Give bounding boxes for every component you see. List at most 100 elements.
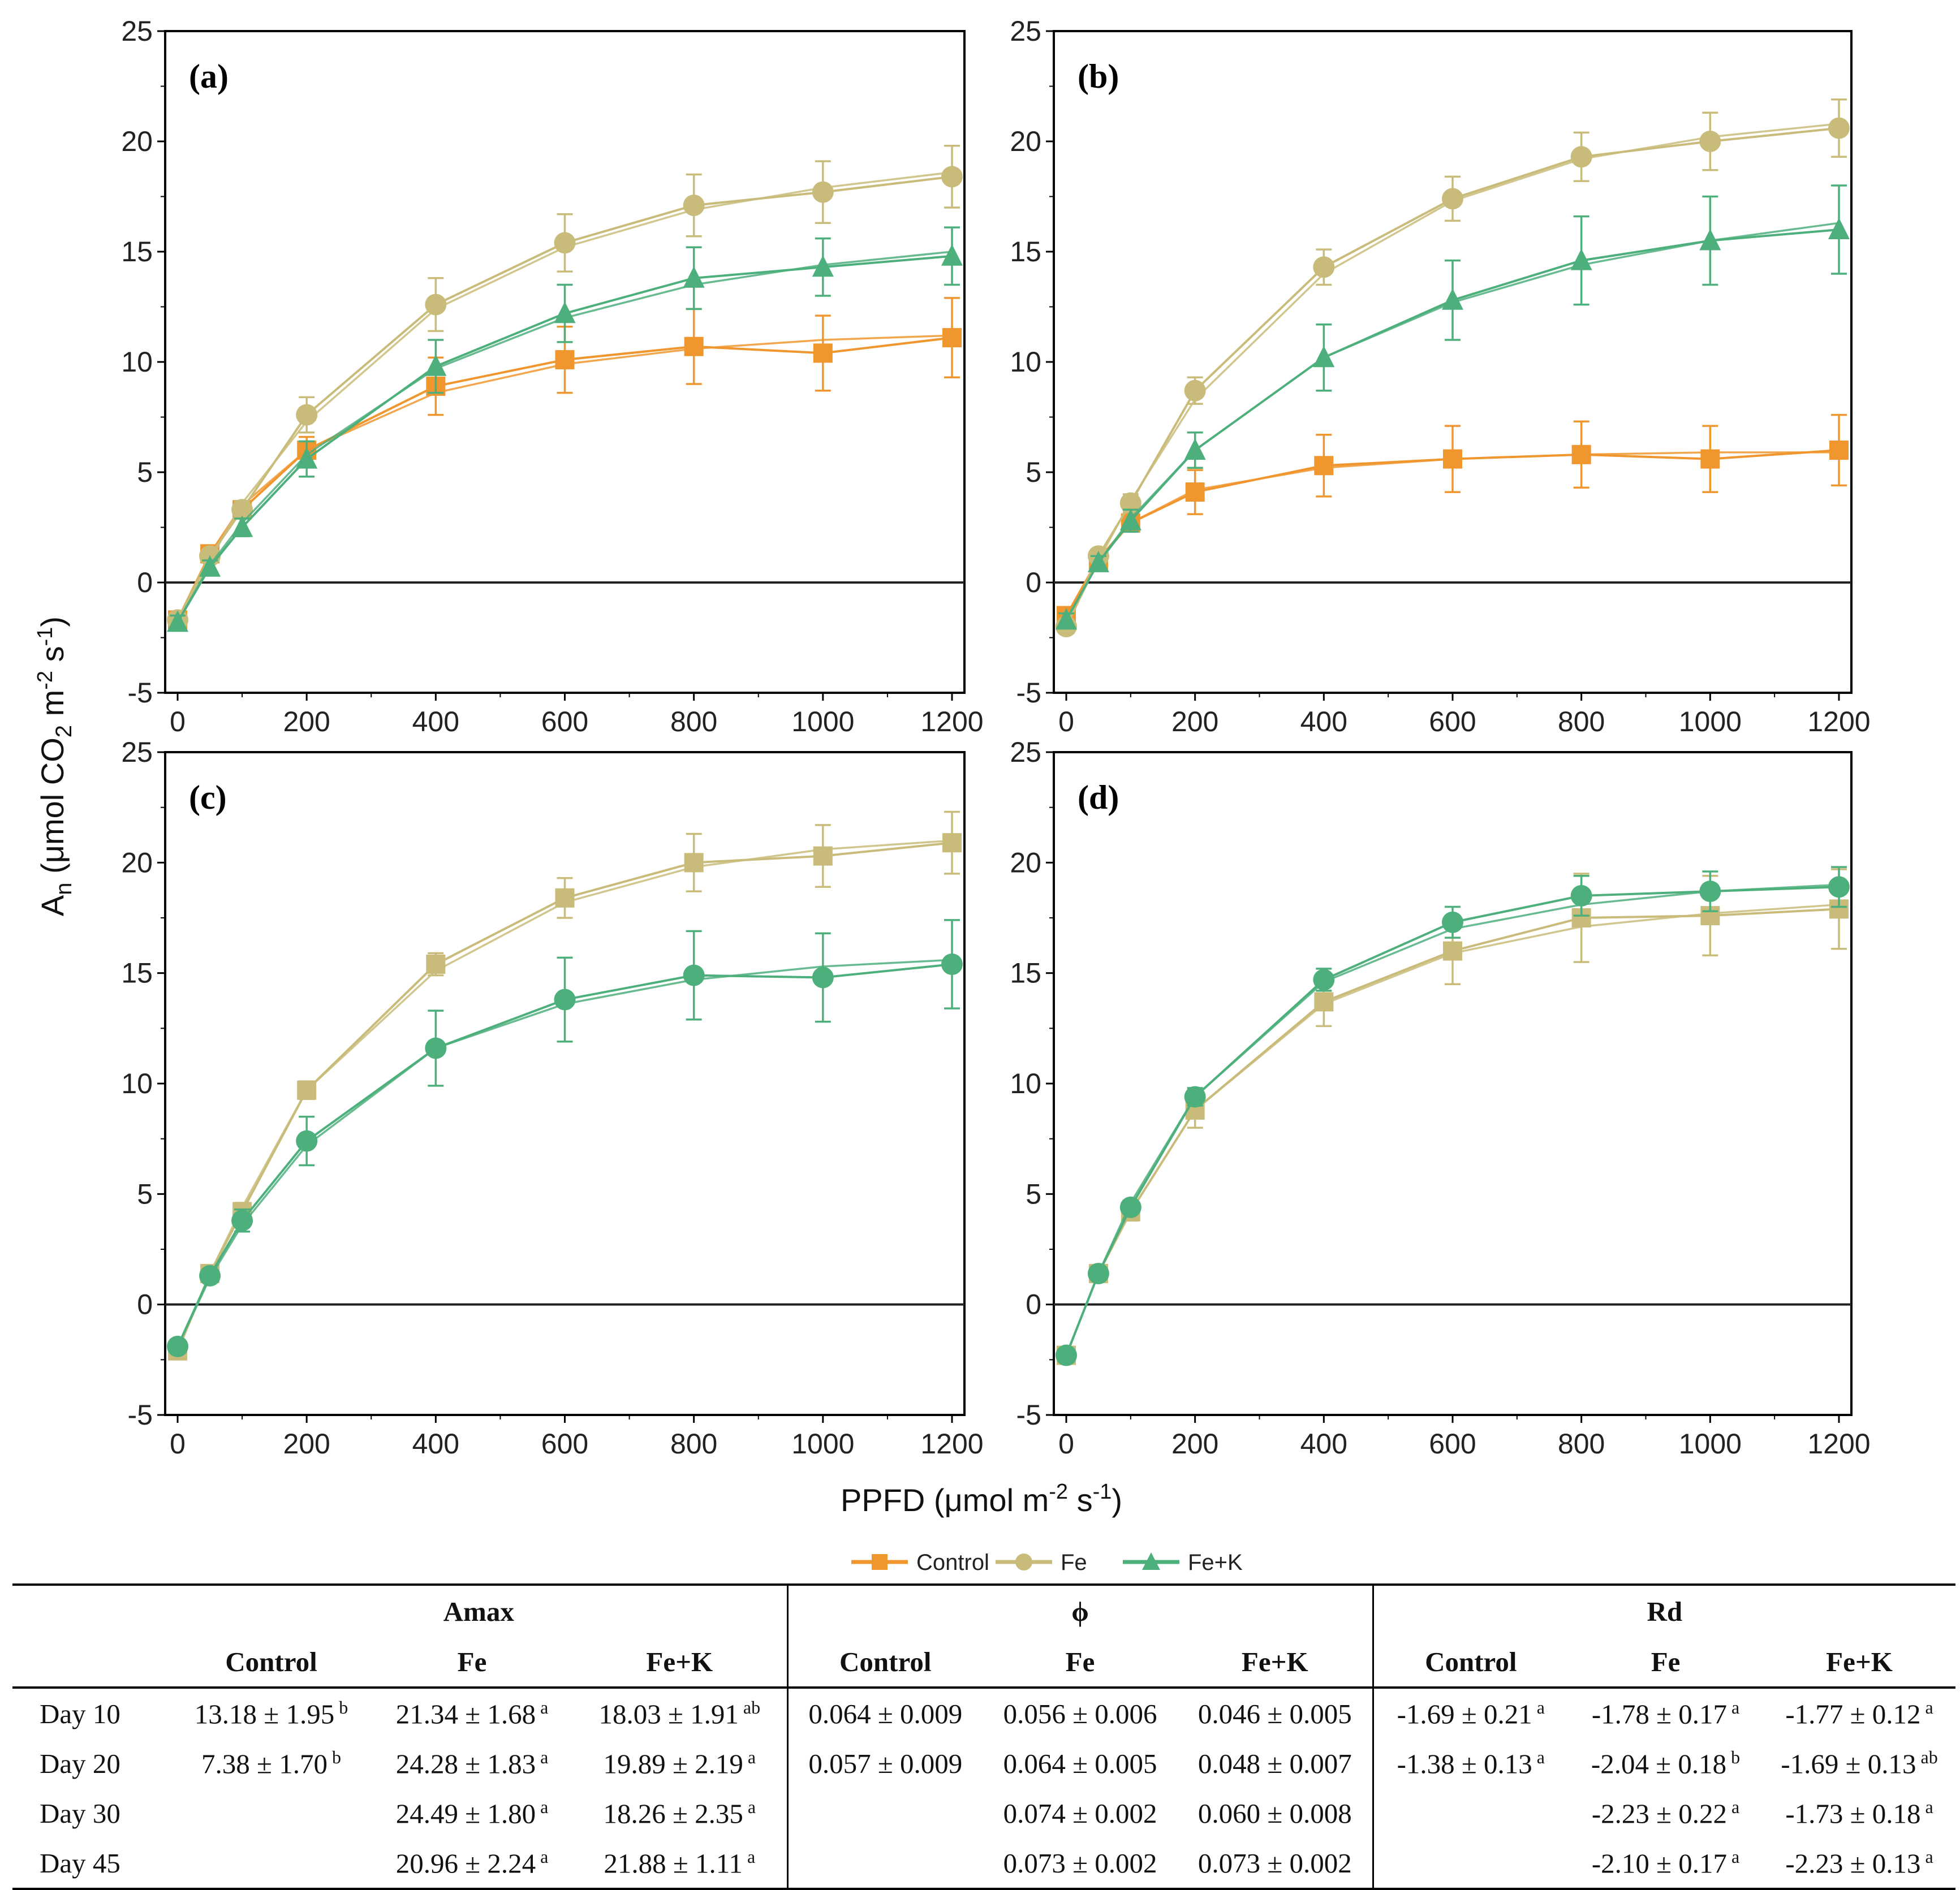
legend-swatch-marker — [872, 1554, 888, 1570]
x-tick-label: 400 — [412, 1428, 459, 1460]
row-label: Day 45 — [40, 1847, 120, 1879]
data-point — [1699, 131, 1721, 152]
legend-item-fe-k: Fe+K — [1123, 1550, 1243, 1575]
table-cell: -1.78 ± 0.17 a — [1591, 1697, 1740, 1730]
table-cell: 20.96 ± 2.24 a — [395, 1846, 549, 1879]
data-point — [812, 966, 834, 989]
data-point — [941, 244, 963, 266]
series-fe-k — [1056, 184, 1850, 630]
panel-label: (a) — [189, 58, 229, 95]
x-tick-label: 600 — [1429, 1428, 1476, 1460]
y-tick-label: -5 — [128, 677, 153, 709]
y-tick-label: 0 — [137, 567, 153, 598]
x-tick-label: 200 — [1171, 706, 1218, 737]
x-tick-label: 200 — [283, 706, 330, 737]
legend-item-fe: Fe — [996, 1550, 1087, 1575]
series-control — [168, 297, 962, 630]
y-tick-label: 15 — [121, 236, 153, 267]
x-tick-label: 0 — [1058, 706, 1074, 737]
y-tick-label: 10 — [1010, 1068, 1041, 1099]
data-point — [554, 301, 576, 323]
data-point — [1700, 449, 1720, 469]
series-fe — [168, 810, 962, 1361]
data-point — [1313, 346, 1335, 368]
y-tick-label: 0 — [1026, 567, 1041, 598]
data-point — [812, 255, 834, 277]
data-point — [1570, 146, 1592, 168]
data-point — [231, 1210, 253, 1232]
row-label: Day 20 — [40, 1747, 120, 1779]
x-tick-label: 1200 — [920, 1428, 983, 1460]
table-cell: 7.38 ± 1.70 b — [201, 1746, 341, 1780]
col-header: Fe — [372, 1637, 572, 1689]
x-tick-label: 200 — [283, 1428, 330, 1460]
x-tick-label: 600 — [1429, 706, 1476, 737]
series-fe-k — [1056, 866, 1850, 1366]
data-point — [555, 350, 575, 370]
data-point — [1119, 492, 1141, 514]
x-tick-label: 800 — [1558, 1428, 1605, 1460]
data-line — [176, 842, 953, 1352]
group-header-phi: ϕ — [786, 1585, 1373, 1637]
data-point — [167, 1335, 188, 1357]
y-tick-label: 15 — [1010, 236, 1041, 267]
col-header: Control — [171, 1637, 372, 1689]
table-row: Day 30 24.49 ± 1.80 a 18.26 ± 2.35 a 0.074 … — [12, 1788, 1955, 1838]
table-cell: -1.38 ± 0.13 a — [1372, 1738, 1569, 1788]
data-point — [813, 846, 833, 866]
y-tick-label: 25 — [1010, 15, 1041, 47]
table-cell: -2.10 ± 0.17 a — [1591, 1846, 1740, 1879]
row-label: Day 10 — [40, 1698, 120, 1729]
table-cell: -1.69 ± 0.21 a — [1372, 1688, 1569, 1738]
table-cell: 0.064 ± 0.005 — [1003, 1747, 1157, 1779]
group-header-amax: Amax — [443, 1595, 514, 1627]
panel-c: -5 0 5 10 15 20 25 0 200 400 600 800 1000 1200 (c) — [121, 736, 983, 1460]
y-tick-label: 15 — [121, 957, 153, 989]
table-cell: -2.23 ± 0.13 a — [1785, 1846, 1933, 1879]
x-tick-label: 800 — [1558, 706, 1605, 737]
x-tick-label: 400 — [412, 706, 459, 737]
data-point — [813, 343, 833, 363]
y-tick-label: 15 — [1010, 957, 1041, 989]
y-tick-label: -5 — [1016, 1399, 1041, 1431]
table-cell: 13.18 ± 1.95 b — [194, 1697, 348, 1730]
y-tick-label: -5 — [1016, 677, 1041, 709]
data-point — [1087, 1262, 1109, 1284]
x-tick-label: 0 — [170, 1428, 186, 1460]
data-point — [296, 1130, 318, 1152]
data-point — [555, 888, 575, 908]
table-cell: 24.28 ± 1.83 a — [395, 1746, 549, 1780]
table-cell: 0.060 ± 0.008 — [1197, 1797, 1352, 1829]
y-tick-label: 5 — [137, 1178, 153, 1210]
table-cell: 0.073 ± 0.002 — [1003, 1847, 1157, 1879]
x-tick-label: 600 — [541, 1428, 588, 1460]
data-point — [425, 1037, 447, 1059]
data-point — [1570, 248, 1592, 270]
data-point — [1442, 288, 1463, 310]
data-point — [1828, 117, 1850, 139]
series-fe — [1057, 868, 1849, 1365]
data-point — [1699, 881, 1721, 903]
x-tick-label: 400 — [1300, 1428, 1347, 1460]
table-cell: 24.49 ± 1.80 a — [395, 1796, 549, 1829]
data-point — [1442, 911, 1463, 933]
x-tick-label: 1200 — [1807, 706, 1870, 737]
table-row: Day 10 13.18 ± 1.95 b 21.34 ± 1.68 a 18.03 … — [12, 1688, 1955, 1738]
legend-item-control: Control — [851, 1550, 989, 1575]
data-point — [941, 166, 963, 188]
data-point — [167, 610, 188, 632]
data-point — [1056, 608, 1077, 630]
series-fe — [167, 145, 963, 631]
data-point — [1184, 1086, 1206, 1108]
plot-frame — [1053, 30, 1853, 694]
table-cell: 21.88 ± 1.11 a — [604, 1846, 756, 1879]
data-point — [231, 499, 253, 521]
y-tick-label: 5 — [137, 456, 153, 488]
x-tick-label: 400 — [1300, 706, 1347, 737]
data-point — [554, 989, 576, 1011]
table-cell: 0.048 ± 0.007 — [1197, 1747, 1352, 1779]
table-cell — [786, 1788, 983, 1838]
legend-label: Fe — [1061, 1550, 1087, 1575]
